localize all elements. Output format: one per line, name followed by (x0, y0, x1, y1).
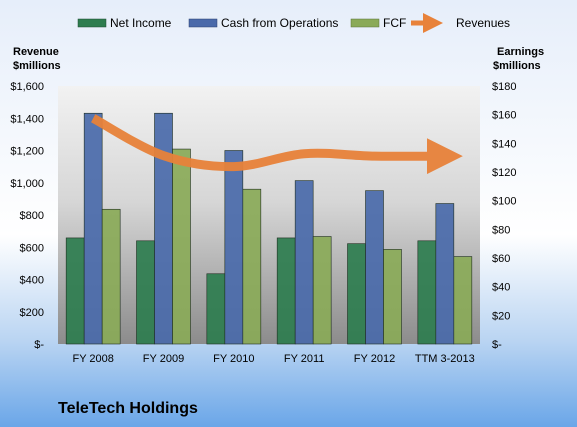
bar-cash-from-operations (83, 112, 103, 345)
x-tick-label: FY 2010 (213, 353, 254, 365)
plot-area (58, 86, 480, 344)
right-tick-label: $120 (492, 167, 516, 179)
bar-fcf (312, 236, 332, 345)
x-tick-label: FY 2011 (284, 353, 325, 365)
bar-fcf (242, 188, 262, 345)
revenue-line-group (90, 114, 463, 175)
bar-net-income (65, 237, 85, 345)
revenues-line (90, 114, 463, 175)
x-axis-ticks: FY 2008 FY 2009 FY 2010 FY 2011 FY 2012 TTM 3… (72, 353, 474, 365)
bar-fcf (172, 148, 191, 345)
bar-cash-from-operations (365, 190, 384, 345)
bars (65, 112, 473, 345)
right-axis-title-line1: Earnings (497, 46, 544, 58)
company-title: TeleTech Holdings (58, 400, 198, 417)
right-tick-label: $80 (492, 224, 510, 236)
left-tick-label: $- (34, 339, 44, 351)
bar-net-income (206, 273, 226, 345)
x-tick-label: FY 2012 (354, 353, 395, 365)
right-tick-label: $140 (492, 138, 516, 150)
legend-label-net-income: Net Income (110, 16, 172, 30)
left-axis-title-line1: Revenue (13, 46, 59, 58)
bar-net-income (347, 243, 366, 345)
x-tick-label: TTM 3-2013 (415, 353, 475, 365)
bar-cash-from-operations (224, 150, 244, 345)
left-tick-label: $1,000 (10, 178, 44, 190)
right-axis-ticks: $- $20 $40 $60 $80 $100 $120 $140 $160 $180 (492, 81, 516, 351)
bar-net-income (136, 240, 155, 345)
right-tick-label: $20 (492, 310, 510, 322)
legend-label-fcf: FCF (383, 16, 406, 30)
right-tick-label: $100 (492, 196, 516, 208)
bar-cash-from-operations (154, 112, 173, 345)
left-tick-label: $1,200 (10, 146, 44, 158)
left-tick-label: $1,600 (10, 81, 44, 93)
bar-cash-from-operations (294, 180, 314, 345)
legend-swatch-net-income (77, 18, 107, 28)
x-tick-label: FY 2008 (72, 353, 113, 365)
left-axis-ticks: $- $200 $400 $600 $800 $1,000 $1,200 $1,400 $1,6… (10, 81, 44, 351)
right-tick-label: $40 (492, 282, 510, 294)
right-tick-label: $160 (492, 110, 516, 122)
right-tick-label: $- (492, 339, 502, 351)
legend-label-revenues: Revenues (456, 16, 510, 30)
bar-fcf (383, 249, 402, 345)
bar-net-income (276, 237, 296, 345)
bar-net-income (417, 240, 437, 345)
left-tick-label: $400 (20, 275, 44, 287)
right-axis-title-line2: $millions (493, 60, 541, 72)
left-tick-label: $200 (20, 307, 44, 319)
bar-fcf (101, 208, 121, 345)
right-tick-label: $60 (492, 253, 510, 265)
left-tick-label: $1,400 (10, 113, 44, 125)
legend: Net Income Cash from Operations FCF Reve… (77, 13, 510, 33)
legend-swatch-cash-from-operations (188, 18, 218, 28)
left-axis-title-line2: $millions (13, 60, 61, 72)
left-tick-label: $600 (20, 242, 44, 254)
legend-label-cash-from-operations: Cash from Operations (221, 16, 338, 30)
left-tick-label: $800 (20, 210, 44, 222)
x-tick-label: FY 2009 (143, 353, 184, 365)
bar-cash-from-operations (435, 203, 455, 345)
right-tick-label: $180 (492, 81, 516, 93)
bar-fcf (453, 256, 473, 345)
legend-swatch-fcf (350, 18, 380, 28)
